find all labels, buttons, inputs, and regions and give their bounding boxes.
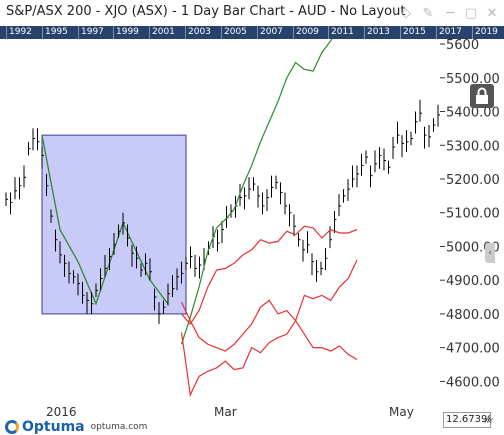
y-tick-label: 4800.00 [446,308,500,323]
window-title: S&P/ASX 200 - XJO (ASX) - 1 Day Bar Char… [6,4,406,19]
x-tick-label: 2016 [46,405,77,419]
pin-icon[interactable]: ✎ [422,5,434,21]
y-tick-label: 4900.00 [446,274,500,289]
chart-footer: 2016 Mar May Optuma optuma.com 12.673980… [0,405,504,435]
y-tick-label: 5100.00 [446,207,500,222]
y-tick-label: 5500.00 [446,72,500,87]
optuma-logo: Optuma optuma.com [5,419,147,435]
timeline-year-label[interactable]: 1992 [6,26,32,39]
timeline-year-label[interactable]: 1995 [42,26,68,39]
x-tick-label: Mar [214,405,237,419]
projection-line-up [180,0,356,345]
timeline-year-label[interactable]: 2003 [185,26,211,39]
y-tick-label: 5600 [446,39,479,53]
lock-icon[interactable] [470,84,494,108]
y-tick-label: 5200.00 [446,173,500,188]
projection-line-low [180,299,358,360]
window-titlebar: S&P/ASX 200 - XJO (ASX) - 1 Day Bar Char… [0,0,504,26]
timeline-year-label[interactable]: 2005 [221,26,247,39]
timeline-year-label[interactable]: 2019 [472,26,498,39]
projection-line-mid [181,225,358,326]
y-tick-label: 4700.00 [446,342,500,357]
xy-button[interactable]: XY [484,417,494,425]
maximize-icon[interactable]: ▢ [464,5,478,21]
timeline-year-label[interactable]: 2015 [400,26,426,39]
timeline-year-label[interactable]: 2011 [328,26,354,39]
brand-url: optuma.com [90,422,148,432]
y-tick-label: 5300.00 [446,139,500,154]
timeline-year-label[interactable]: 2017 [436,26,462,39]
y-tick-label: 5400.00 [446,106,500,121]
optuma-logo-icon [5,420,19,434]
axis-scroll-tab[interactable]: ‹ [485,243,495,263]
close-icon[interactable]: ✕ [486,5,498,21]
y-tick-label: 4600.00 [446,375,500,390]
timeline-year-label[interactable]: 1997 [78,26,104,39]
projection-line-low [180,259,358,397]
x-tick-label: May [389,405,414,419]
chart-canvas[interactable]: 56005500.005400.005300.005200.005100.005… [0,0,504,405]
minimize-icon[interactable]: ─ [446,5,454,21]
timeline-year-label[interactable]: 2001 [149,26,175,39]
readout-field[interactable]: 12.673980 [443,412,491,428]
timeline-year-bar[interactable]: 1992 1995 1997 1999 2001 2003 2005 2007 2009 2011… [0,26,504,39]
timeline-year-label[interactable]: 2007 [257,26,283,39]
timeline-year-label[interactable]: 2009 [293,26,319,39]
time-price-box [41,134,187,315]
price-chart[interactable]: 5600 5500.00 5400.00 5300.00 5200.00 5100.00 5… [0,0,504,405]
timeline-year-label[interactable]: 1999 [113,26,139,39]
brand-name: Optuma [22,419,85,435]
diamond-icon[interactable]: ◇ [401,5,411,21]
timeline-year-label[interactable]: 2013 [364,26,390,39]
